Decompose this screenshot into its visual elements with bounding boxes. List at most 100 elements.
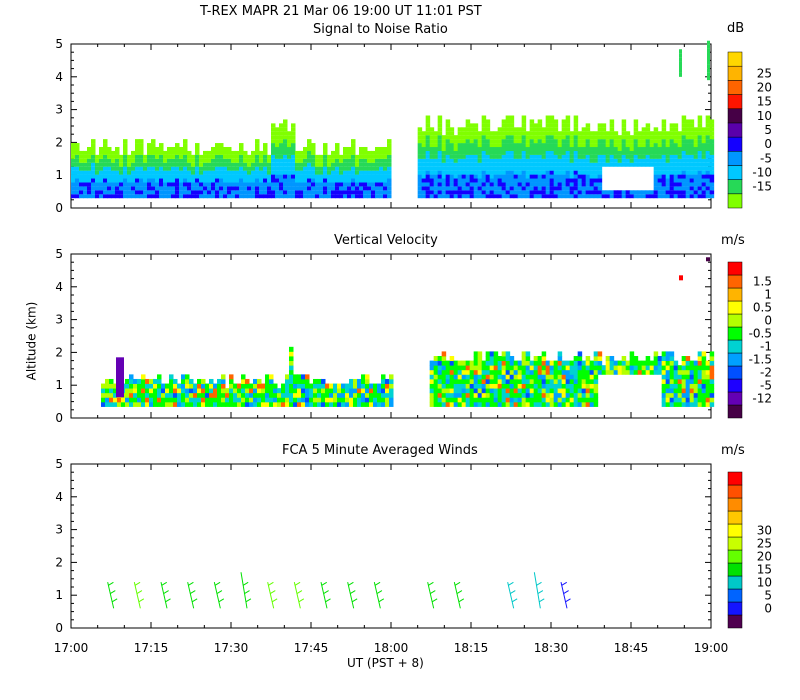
snr-cell — [191, 178, 196, 183]
vv-cell — [157, 397, 162, 403]
vv-cell — [373, 401, 378, 407]
snr-cell — [501, 150, 507, 155]
snr-cell — [171, 146, 176, 151]
snr-cell — [707, 48, 710, 53]
snr-field — [71, 40, 715, 199]
snr-cell — [537, 139, 543, 144]
colorbar-swatch — [727, 536, 743, 551]
snr-cell — [673, 154, 679, 159]
snr-cell — [171, 150, 176, 155]
snr-cell — [461, 154, 467, 159]
snr-cell — [331, 158, 336, 163]
snr-cell — [359, 166, 364, 171]
snr-cell — [541, 131, 547, 136]
snr-cell — [573, 143, 579, 148]
snr-cell — [315, 162, 320, 167]
snr-cell — [521, 154, 527, 159]
snr-cell — [473, 123, 479, 128]
snr-cell — [155, 146, 160, 151]
snr-cell — [91, 158, 96, 163]
snr-cell — [677, 158, 683, 163]
vv-cell — [337, 392, 342, 398]
snr-cell — [577, 170, 583, 175]
snr-cell — [541, 166, 547, 171]
snr-cell — [151, 154, 156, 159]
snr-cell — [697, 174, 703, 179]
vv-cell — [501, 360, 507, 366]
snr-cell — [343, 182, 348, 187]
colorbar-label: -12 — [752, 392, 772, 406]
snr-cell — [709, 154, 715, 159]
snr-cell — [363, 162, 368, 167]
snr-cell — [115, 190, 120, 195]
snr-cell — [331, 194, 336, 199]
colorbar-label: 0.5 — [753, 301, 772, 315]
snr-cell — [457, 162, 463, 167]
vv-cell — [705, 397, 711, 403]
vv-cell — [237, 401, 242, 407]
vv-cell — [221, 388, 226, 394]
snr-cell — [87, 186, 92, 191]
snr-cell — [509, 158, 515, 163]
vv-cell — [525, 365, 531, 371]
vv-cell — [517, 401, 523, 407]
snr-cell — [545, 162, 551, 167]
snr-cell — [557, 162, 563, 167]
vv-cell — [661, 365, 667, 371]
snr-cell — [585, 194, 591, 199]
snr-cell — [255, 158, 260, 163]
snr-cell — [565, 178, 571, 183]
snr-cell — [685, 162, 691, 167]
snr-cell — [299, 178, 304, 183]
snr-cell — [343, 154, 348, 159]
snr-cell — [147, 143, 152, 148]
snr-cell — [283, 182, 288, 187]
snr-cell — [159, 190, 164, 195]
snr-cell — [477, 194, 483, 199]
snr-cell — [669, 139, 675, 144]
snr-cell — [457, 166, 463, 171]
vv-cell — [573, 369, 579, 375]
snr-cell — [123, 146, 128, 151]
snr-cell — [461, 127, 467, 132]
vv-cell — [521, 374, 527, 380]
snr-cell — [87, 190, 92, 195]
snr-cell — [351, 150, 356, 155]
snr-cell — [469, 158, 475, 163]
snr-cell — [387, 190, 392, 195]
snr-cell — [227, 182, 232, 187]
snr-cell — [75, 143, 80, 148]
wind-barb-shaft — [133, 581, 141, 609]
snr-cell — [581, 194, 587, 199]
vv-cell — [509, 383, 515, 389]
snr-cell — [95, 182, 100, 187]
snr-cell — [139, 166, 144, 171]
wind-barb-flag — [244, 590, 250, 594]
vv-cell — [497, 369, 503, 375]
snr-cell — [697, 194, 703, 199]
snr-cell — [251, 178, 256, 183]
snr-cell — [171, 158, 176, 163]
snr-cell — [517, 174, 523, 179]
snr-cell — [171, 194, 176, 199]
snr-cell — [673, 135, 679, 140]
snr-cell — [263, 178, 268, 183]
snr-cell — [437, 170, 443, 175]
snr-cell — [449, 154, 455, 159]
snr-cell — [609, 158, 615, 163]
snr-cell — [669, 131, 675, 136]
snr-cell — [159, 174, 164, 179]
snr-cell — [661, 154, 667, 159]
vv-cell — [677, 378, 683, 384]
colorbar-label: 20 — [757, 80, 772, 94]
vv-cell — [689, 374, 695, 380]
snr-cell — [239, 178, 244, 183]
snr-cell — [227, 150, 232, 155]
snr-cell — [71, 158, 76, 163]
vv-cell — [505, 388, 511, 394]
vv-cell — [125, 392, 130, 398]
colorbar-label: 5 — [764, 589, 772, 603]
snr-cell — [437, 127, 443, 132]
